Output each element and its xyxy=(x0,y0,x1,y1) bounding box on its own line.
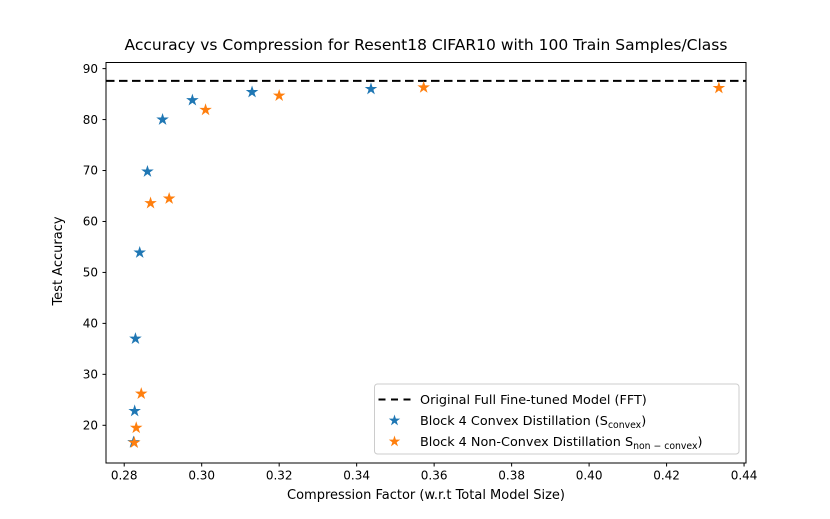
x-tick-label: 0.36 xyxy=(421,469,448,483)
scatter-point-non-convex xyxy=(712,81,726,94)
plot-border xyxy=(105,62,747,464)
series-non-convex xyxy=(128,80,726,448)
scatter-point-convex xyxy=(364,82,378,95)
star-marker-sample xyxy=(388,435,401,447)
x-tick-label: 0.30 xyxy=(188,469,215,483)
scatter-point-non-convex xyxy=(162,191,176,204)
x-tick-label: 0.28 xyxy=(111,469,138,483)
legend-item: Block 4 Convex Distillation (Sconvex) xyxy=(388,414,646,431)
scatter-point-convex xyxy=(141,164,154,177)
legend: Original Full Fine-tuned Model (FFT) Bloc… xyxy=(374,383,740,455)
scatter-point-non-convex xyxy=(417,80,430,93)
scatter-point-convex xyxy=(133,245,146,258)
scatter-point-non-convex xyxy=(144,196,157,209)
chart-title: Accuracy vs Compression for Resent18 CIF… xyxy=(125,36,728,54)
scatter-point-convex xyxy=(129,332,142,345)
y-tick-label: 40 xyxy=(83,317,98,331)
legend-label: Block 4 Non-Convex Distillation Snon − c… xyxy=(420,435,703,452)
scatter-point-non-convex xyxy=(134,387,148,400)
series-convex xyxy=(127,82,378,448)
scatter-point-non-convex xyxy=(272,89,286,101)
x-axis-label: Compression Factor (w.r.t Total Model Si… xyxy=(287,488,565,503)
y-tick-label: 70 xyxy=(83,164,98,178)
y-tick-label: 50 xyxy=(83,266,98,280)
plot-area: 0.28 0.30 0.32 0.34 0.36 0.38 0.40 0.42 0.44 20 30… xyxy=(83,62,758,483)
y-tick-label: 90 xyxy=(83,62,98,76)
y-tick-label: 20 xyxy=(83,418,98,432)
legend-box xyxy=(374,383,740,455)
scatter-point-convex xyxy=(186,93,199,106)
legend-item: Original Full Fine-tuned Model (FFT) xyxy=(378,393,647,408)
x-tick-label: 0.34 xyxy=(343,469,370,483)
y-tick-label: 60 xyxy=(83,215,98,229)
scatter-point-non-convex xyxy=(128,436,141,448)
x-tick-label: 0.32 xyxy=(266,469,293,483)
star-marker-sample xyxy=(388,414,401,426)
scatter-point-non-convex xyxy=(129,421,143,434)
legend-item: Block 4 Non-Convex Distillation Snon − c… xyxy=(388,435,703,452)
legend-label: Block 4 Convex Distillation (Sconvex) xyxy=(420,414,646,431)
scatter-point-convex xyxy=(245,85,259,98)
x-tick-label: 0.38 xyxy=(498,469,525,483)
x-tick-label: 0.40 xyxy=(576,469,603,483)
y-tick-label: 80 xyxy=(83,113,98,127)
x-tick-label: 0.44 xyxy=(731,469,758,483)
scatter-point-non-convex xyxy=(199,103,212,116)
scatter-point-convex xyxy=(128,404,141,417)
legend-label: Original Full Fine-tuned Model (FFT) xyxy=(420,393,647,408)
x-tick-label: 0.42 xyxy=(653,469,680,483)
y-axis-label: Test Accuracy xyxy=(51,216,66,306)
scatter-point-convex xyxy=(156,112,169,125)
y-tick-label: 30 xyxy=(83,368,98,382)
